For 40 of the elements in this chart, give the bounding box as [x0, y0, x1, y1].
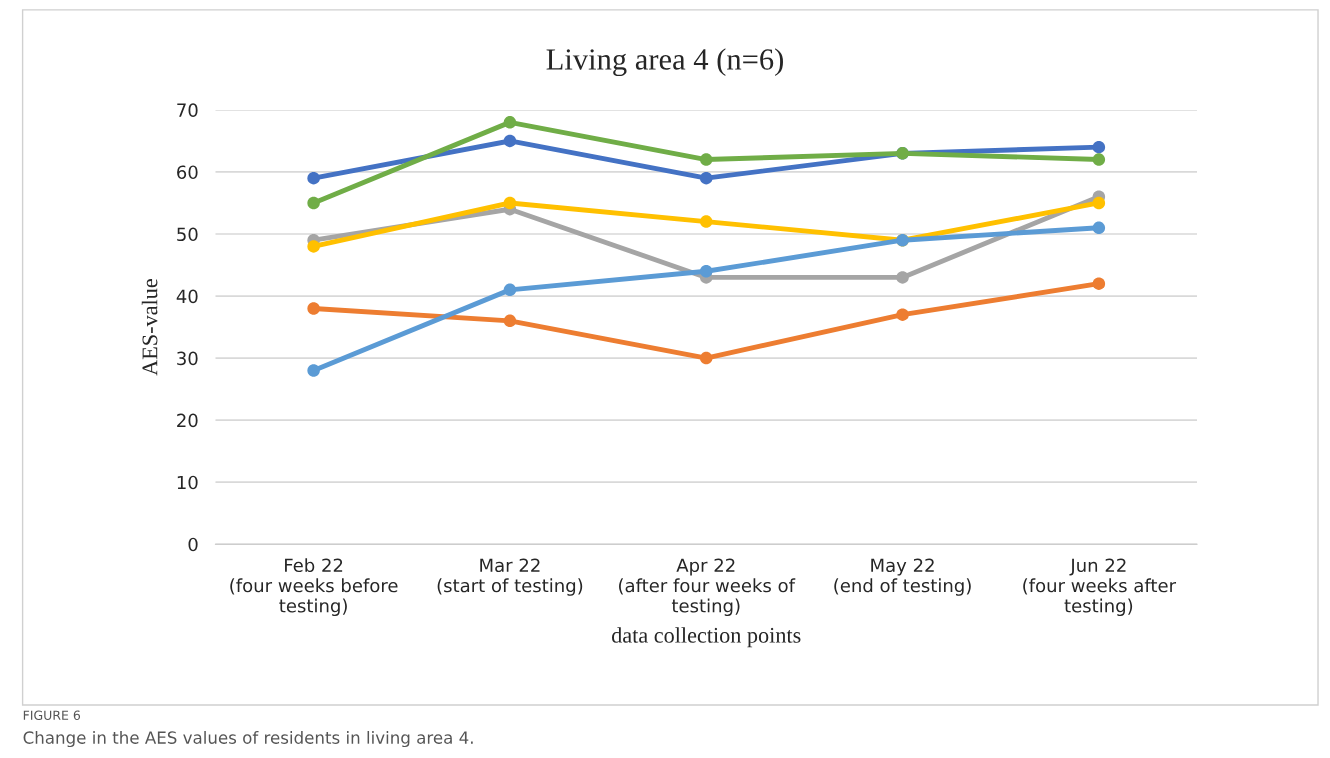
point [307, 364, 320, 377]
point [503, 283, 517, 297]
point [896, 271, 909, 284]
caption: FIGURE 6 [23, 710, 81, 720]
point [307, 171, 320, 185]
point [503, 134, 517, 148]
point [896, 308, 909, 321]
point [699, 351, 713, 365]
text: Change in the AES values of residents in living area 4. [23, 730, 473, 748]
point [699, 171, 713, 185]
x-tick-label: Mar 22 (start of testing) [437, 558, 583, 596]
point [503, 116, 517, 129]
point [307, 240, 320, 253]
y-tick-label: 10 [177, 475, 198, 490]
chart-title: Living area 4 (n=6) [546, 48, 783, 77]
y-tick-label: 0 [188, 537, 198, 552]
point [1092, 196, 1106, 210]
y-tick-label: 50 [177, 227, 198, 242]
x-tick-label: Feb 22 (four weeks before testing) [230, 558, 398, 617]
point [503, 314, 517, 328]
x-tick-label: May 22 (end of testing) [834, 558, 971, 596]
point [1092, 221, 1106, 235]
point [1092, 140, 1106, 154]
x-tick-label: Jun 22 (four weeks after testing) [1023, 558, 1177, 617]
point [503, 196, 517, 210]
point [1092, 153, 1106, 166]
y-tick-label: 60 [177, 165, 198, 180]
y-tick-label: 40 [176, 289, 198, 304]
y-axis-title: AES-value [141, 279, 158, 376]
y-tick-label: 70 [177, 103, 198, 118]
x-tick-label: Apr 22 (after four weeks of testing) [619, 558, 796, 617]
point [699, 264, 713, 278]
point [1092, 277, 1106, 290]
point [307, 302, 320, 315]
point [699, 215, 713, 228]
y-tick-label: 20 [177, 413, 198, 428]
x-axis-title: data collection points [611, 627, 801, 648]
y-tick-label: 30 [177, 351, 198, 366]
point [699, 153, 713, 166]
point [307, 196, 320, 210]
